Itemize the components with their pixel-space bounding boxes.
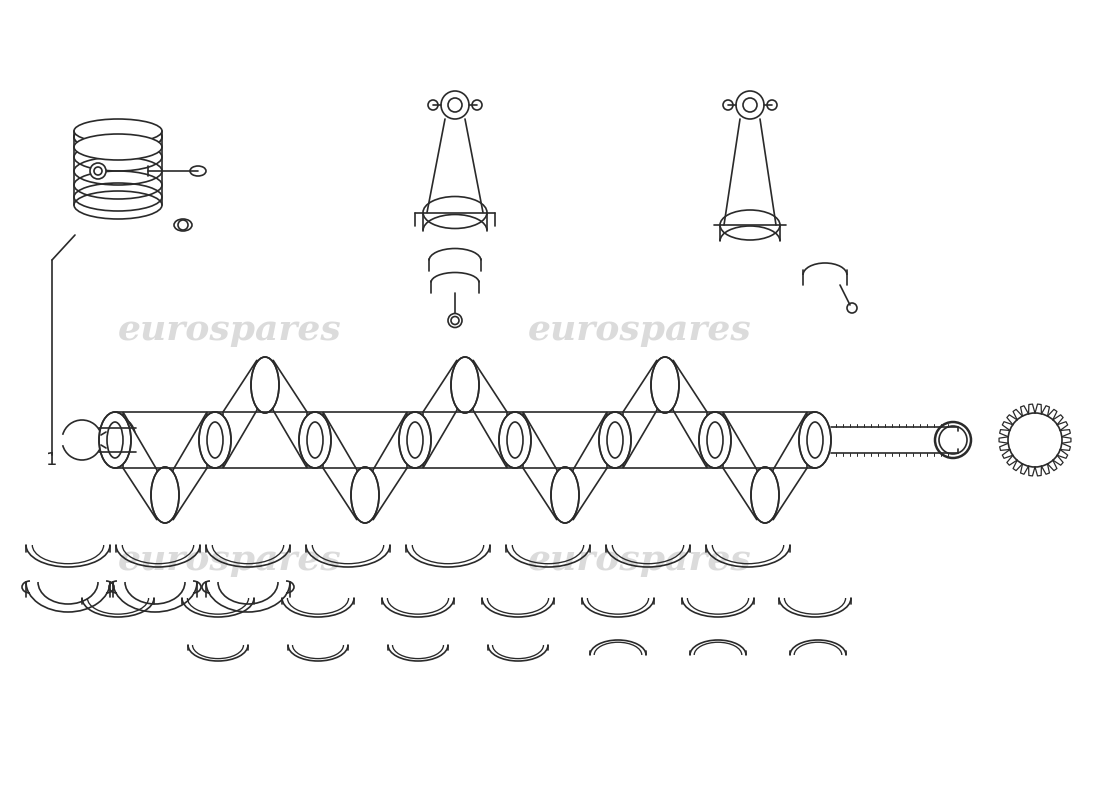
- Polygon shape: [473, 360, 507, 468]
- Polygon shape: [773, 412, 807, 520]
- Ellipse shape: [74, 191, 162, 219]
- Ellipse shape: [767, 100, 777, 110]
- Ellipse shape: [751, 467, 779, 523]
- Circle shape: [90, 163, 106, 179]
- Circle shape: [1022, 427, 1048, 453]
- Polygon shape: [323, 412, 358, 520]
- Ellipse shape: [299, 412, 331, 468]
- Polygon shape: [673, 360, 707, 468]
- Polygon shape: [723, 412, 757, 520]
- Ellipse shape: [723, 100, 733, 110]
- Polygon shape: [623, 360, 657, 468]
- Ellipse shape: [199, 412, 231, 468]
- Circle shape: [441, 91, 469, 119]
- Ellipse shape: [799, 412, 830, 468]
- Ellipse shape: [651, 357, 679, 413]
- Ellipse shape: [451, 357, 478, 413]
- Text: eurospares: eurospares: [118, 313, 342, 347]
- Text: eurospares: eurospares: [118, 543, 342, 577]
- Polygon shape: [223, 360, 257, 468]
- Ellipse shape: [472, 100, 482, 110]
- Ellipse shape: [720, 210, 780, 240]
- Ellipse shape: [424, 197, 487, 229]
- Ellipse shape: [399, 412, 431, 468]
- Polygon shape: [123, 412, 157, 520]
- Ellipse shape: [151, 467, 179, 523]
- Ellipse shape: [351, 467, 380, 523]
- Circle shape: [847, 303, 857, 313]
- Polygon shape: [424, 360, 456, 468]
- Ellipse shape: [698, 412, 732, 468]
- Text: eurospares: eurospares: [528, 313, 752, 347]
- Polygon shape: [573, 412, 607, 520]
- Ellipse shape: [499, 412, 531, 468]
- Ellipse shape: [174, 219, 192, 231]
- Ellipse shape: [74, 123, 162, 151]
- Circle shape: [178, 220, 188, 230]
- Ellipse shape: [99, 412, 131, 468]
- Ellipse shape: [74, 119, 162, 143]
- Text: eurospares: eurospares: [528, 543, 752, 577]
- Circle shape: [935, 422, 971, 458]
- Polygon shape: [273, 360, 307, 468]
- Polygon shape: [373, 412, 407, 520]
- Ellipse shape: [74, 134, 162, 160]
- Ellipse shape: [551, 467, 579, 523]
- Ellipse shape: [600, 412, 631, 468]
- Circle shape: [448, 314, 462, 327]
- Polygon shape: [522, 412, 557, 520]
- Ellipse shape: [104, 418, 136, 462]
- Ellipse shape: [251, 357, 279, 413]
- Ellipse shape: [74, 123, 162, 151]
- Polygon shape: [173, 412, 207, 520]
- Text: 1: 1: [46, 451, 57, 469]
- Circle shape: [736, 91, 764, 119]
- Circle shape: [1008, 413, 1062, 467]
- Ellipse shape: [190, 166, 206, 176]
- Ellipse shape: [428, 100, 438, 110]
